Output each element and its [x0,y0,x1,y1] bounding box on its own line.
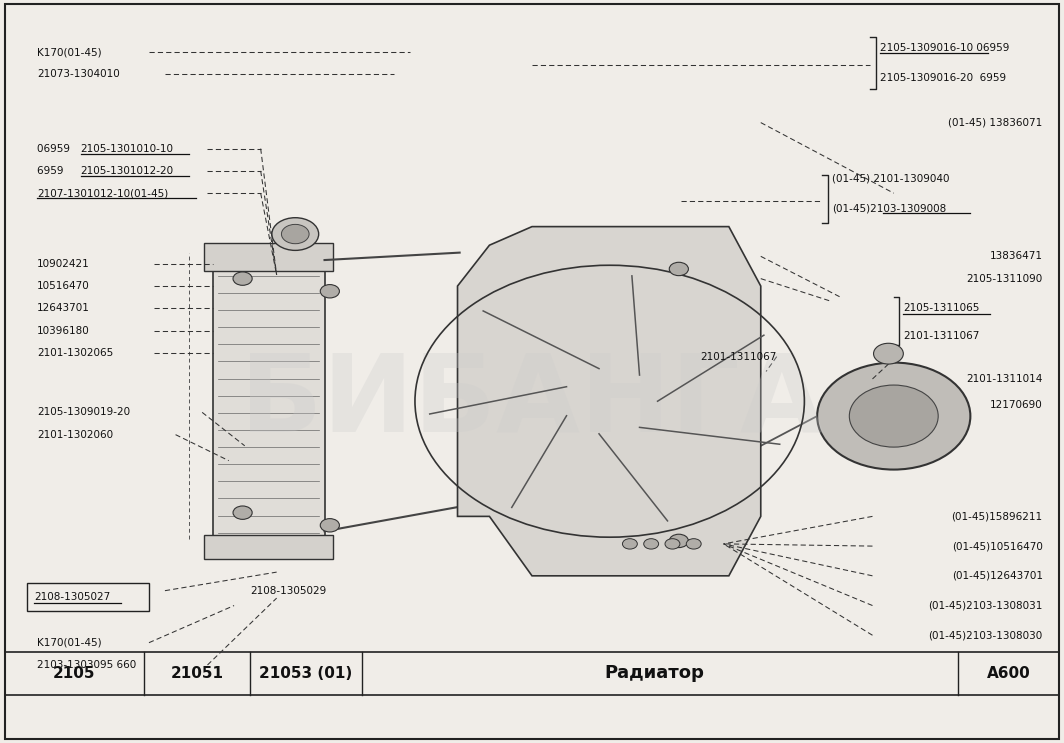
Text: 21073-1304010: 21073-1304010 [37,69,120,80]
Circle shape [849,385,938,447]
Text: 21051: 21051 [170,666,223,681]
Text: (01-45)10516470: (01-45)10516470 [952,541,1043,551]
Circle shape [665,539,680,549]
Circle shape [320,285,339,298]
Circle shape [686,539,701,549]
Bar [213,253,325,539]
Text: 2105-1311065: 2105-1311065 [903,303,980,314]
Text: 10516470: 10516470 [37,281,90,291]
Text: 2101-1302060: 2101-1302060 [37,429,114,440]
Bar [204,535,333,559]
Bar [27,583,149,611]
Circle shape [622,539,637,549]
Text: 2107-1301012-10(01-45): 2107-1301012-10(01-45) [37,188,168,198]
Text: 2101-1311014: 2101-1311014 [966,374,1043,384]
Text: 2101-1302065: 2101-1302065 [37,348,114,358]
Circle shape [669,534,688,548]
Text: 2105-1311090: 2105-1311090 [966,273,1043,284]
Circle shape [272,218,319,250]
Text: (01-45) 2101-1309040: (01-45) 2101-1309040 [832,173,949,184]
Text: 2108-1305027: 2108-1305027 [34,591,111,602]
Circle shape [233,506,252,519]
Circle shape [320,519,339,532]
Text: 06959: 06959 [37,143,73,154]
Text: 10396180: 10396180 [37,325,90,336]
Bar [204,243,333,271]
Text: 2101-1311067: 2101-1311067 [700,351,777,362]
Circle shape [281,224,310,244]
Text: 10902421: 10902421 [37,259,90,269]
Text: (01-45)2103-1308030: (01-45)2103-1308030 [929,630,1043,640]
Text: 21053 (01): 21053 (01) [259,666,352,681]
Polygon shape [458,227,761,576]
Text: 2105-1301012-20: 2105-1301012-20 [81,166,173,176]
Text: 2101-1311067: 2101-1311067 [903,331,980,341]
Text: 2105: 2105 [53,666,96,681]
Circle shape [874,343,903,364]
Text: (01-45) 13836071: (01-45) 13836071 [948,117,1043,128]
Text: (01-45)2103-1309008: (01-45)2103-1309008 [832,203,946,213]
Circle shape [817,363,970,470]
Circle shape [669,262,688,276]
Circle shape [233,272,252,285]
Text: БИБАНГА: БИБАНГА [240,348,824,454]
Text: K170(01-45): K170(01-45) [37,637,102,648]
Text: 2105-1301010-10: 2105-1301010-10 [81,143,173,154]
Text: 2105-1309019-20: 2105-1309019-20 [37,407,131,418]
Text: Радиатор: Радиатор [604,664,704,682]
Text: 6959: 6959 [37,166,70,176]
Text: 2105-1309016-20  6959: 2105-1309016-20 6959 [880,73,1007,83]
Text: 13836471: 13836471 [990,251,1043,262]
Text: 2105-1309016-10 06959: 2105-1309016-10 06959 [880,43,1010,53]
Text: 12643701: 12643701 [37,303,90,314]
Text: 2103-1303095 660: 2103-1303095 660 [37,660,136,670]
Text: A600: A600 [986,666,1031,681]
Text: (01-45)12643701: (01-45)12643701 [951,571,1043,581]
Text: 12170690: 12170690 [990,400,1043,410]
Text: K170(01-45): K170(01-45) [37,47,102,57]
Circle shape [644,539,659,549]
Text: 2108-1305029: 2108-1305029 [250,585,327,596]
Text: (01-45)15896211: (01-45)15896211 [951,511,1043,522]
Text: (01-45)2103-1308031: (01-45)2103-1308031 [929,600,1043,611]
